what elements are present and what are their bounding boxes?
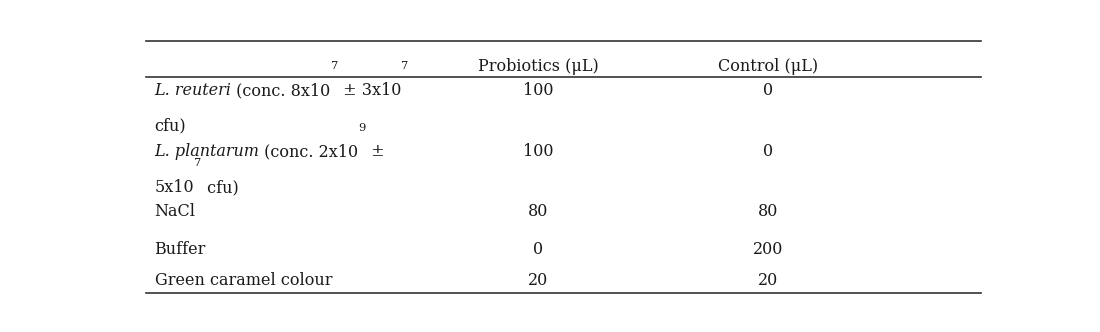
Text: 100: 100 [522, 82, 553, 99]
Text: 7: 7 [331, 61, 338, 71]
Text: 80: 80 [758, 204, 779, 220]
Text: ±: ± [366, 143, 385, 160]
Text: 80: 80 [528, 204, 549, 220]
Text: Buffer: Buffer [154, 240, 206, 258]
Text: 0: 0 [763, 82, 773, 99]
Text: 9: 9 [359, 123, 366, 132]
Text: (conc. 8x10: (conc. 8x10 [231, 82, 331, 99]
Text: 0: 0 [763, 143, 773, 160]
Text: (conc. 2x10: (conc. 2x10 [260, 143, 359, 160]
Text: Green caramel colour: Green caramel colour [154, 273, 332, 290]
Text: Control (μL): Control (μL) [718, 58, 818, 75]
Text: cfu): cfu) [154, 118, 186, 135]
Text: 20: 20 [528, 273, 548, 290]
Text: 200: 200 [754, 240, 783, 258]
Text: 0: 0 [534, 240, 543, 258]
Text: 100: 100 [522, 143, 553, 160]
Text: L. plantarum: L. plantarum [154, 143, 260, 160]
Text: ± 3x10: ± 3x10 [338, 82, 402, 99]
Text: L. reuteri: L. reuteri [154, 82, 231, 99]
Text: 20: 20 [758, 273, 779, 290]
Text: 7: 7 [402, 61, 409, 71]
Text: 5x10: 5x10 [154, 179, 195, 196]
Text: Probiotics (μL): Probiotics (μL) [477, 58, 598, 75]
Text: 7: 7 [195, 158, 201, 168]
Text: cfu): cfu) [201, 179, 239, 196]
Text: NaCl: NaCl [154, 204, 196, 220]
